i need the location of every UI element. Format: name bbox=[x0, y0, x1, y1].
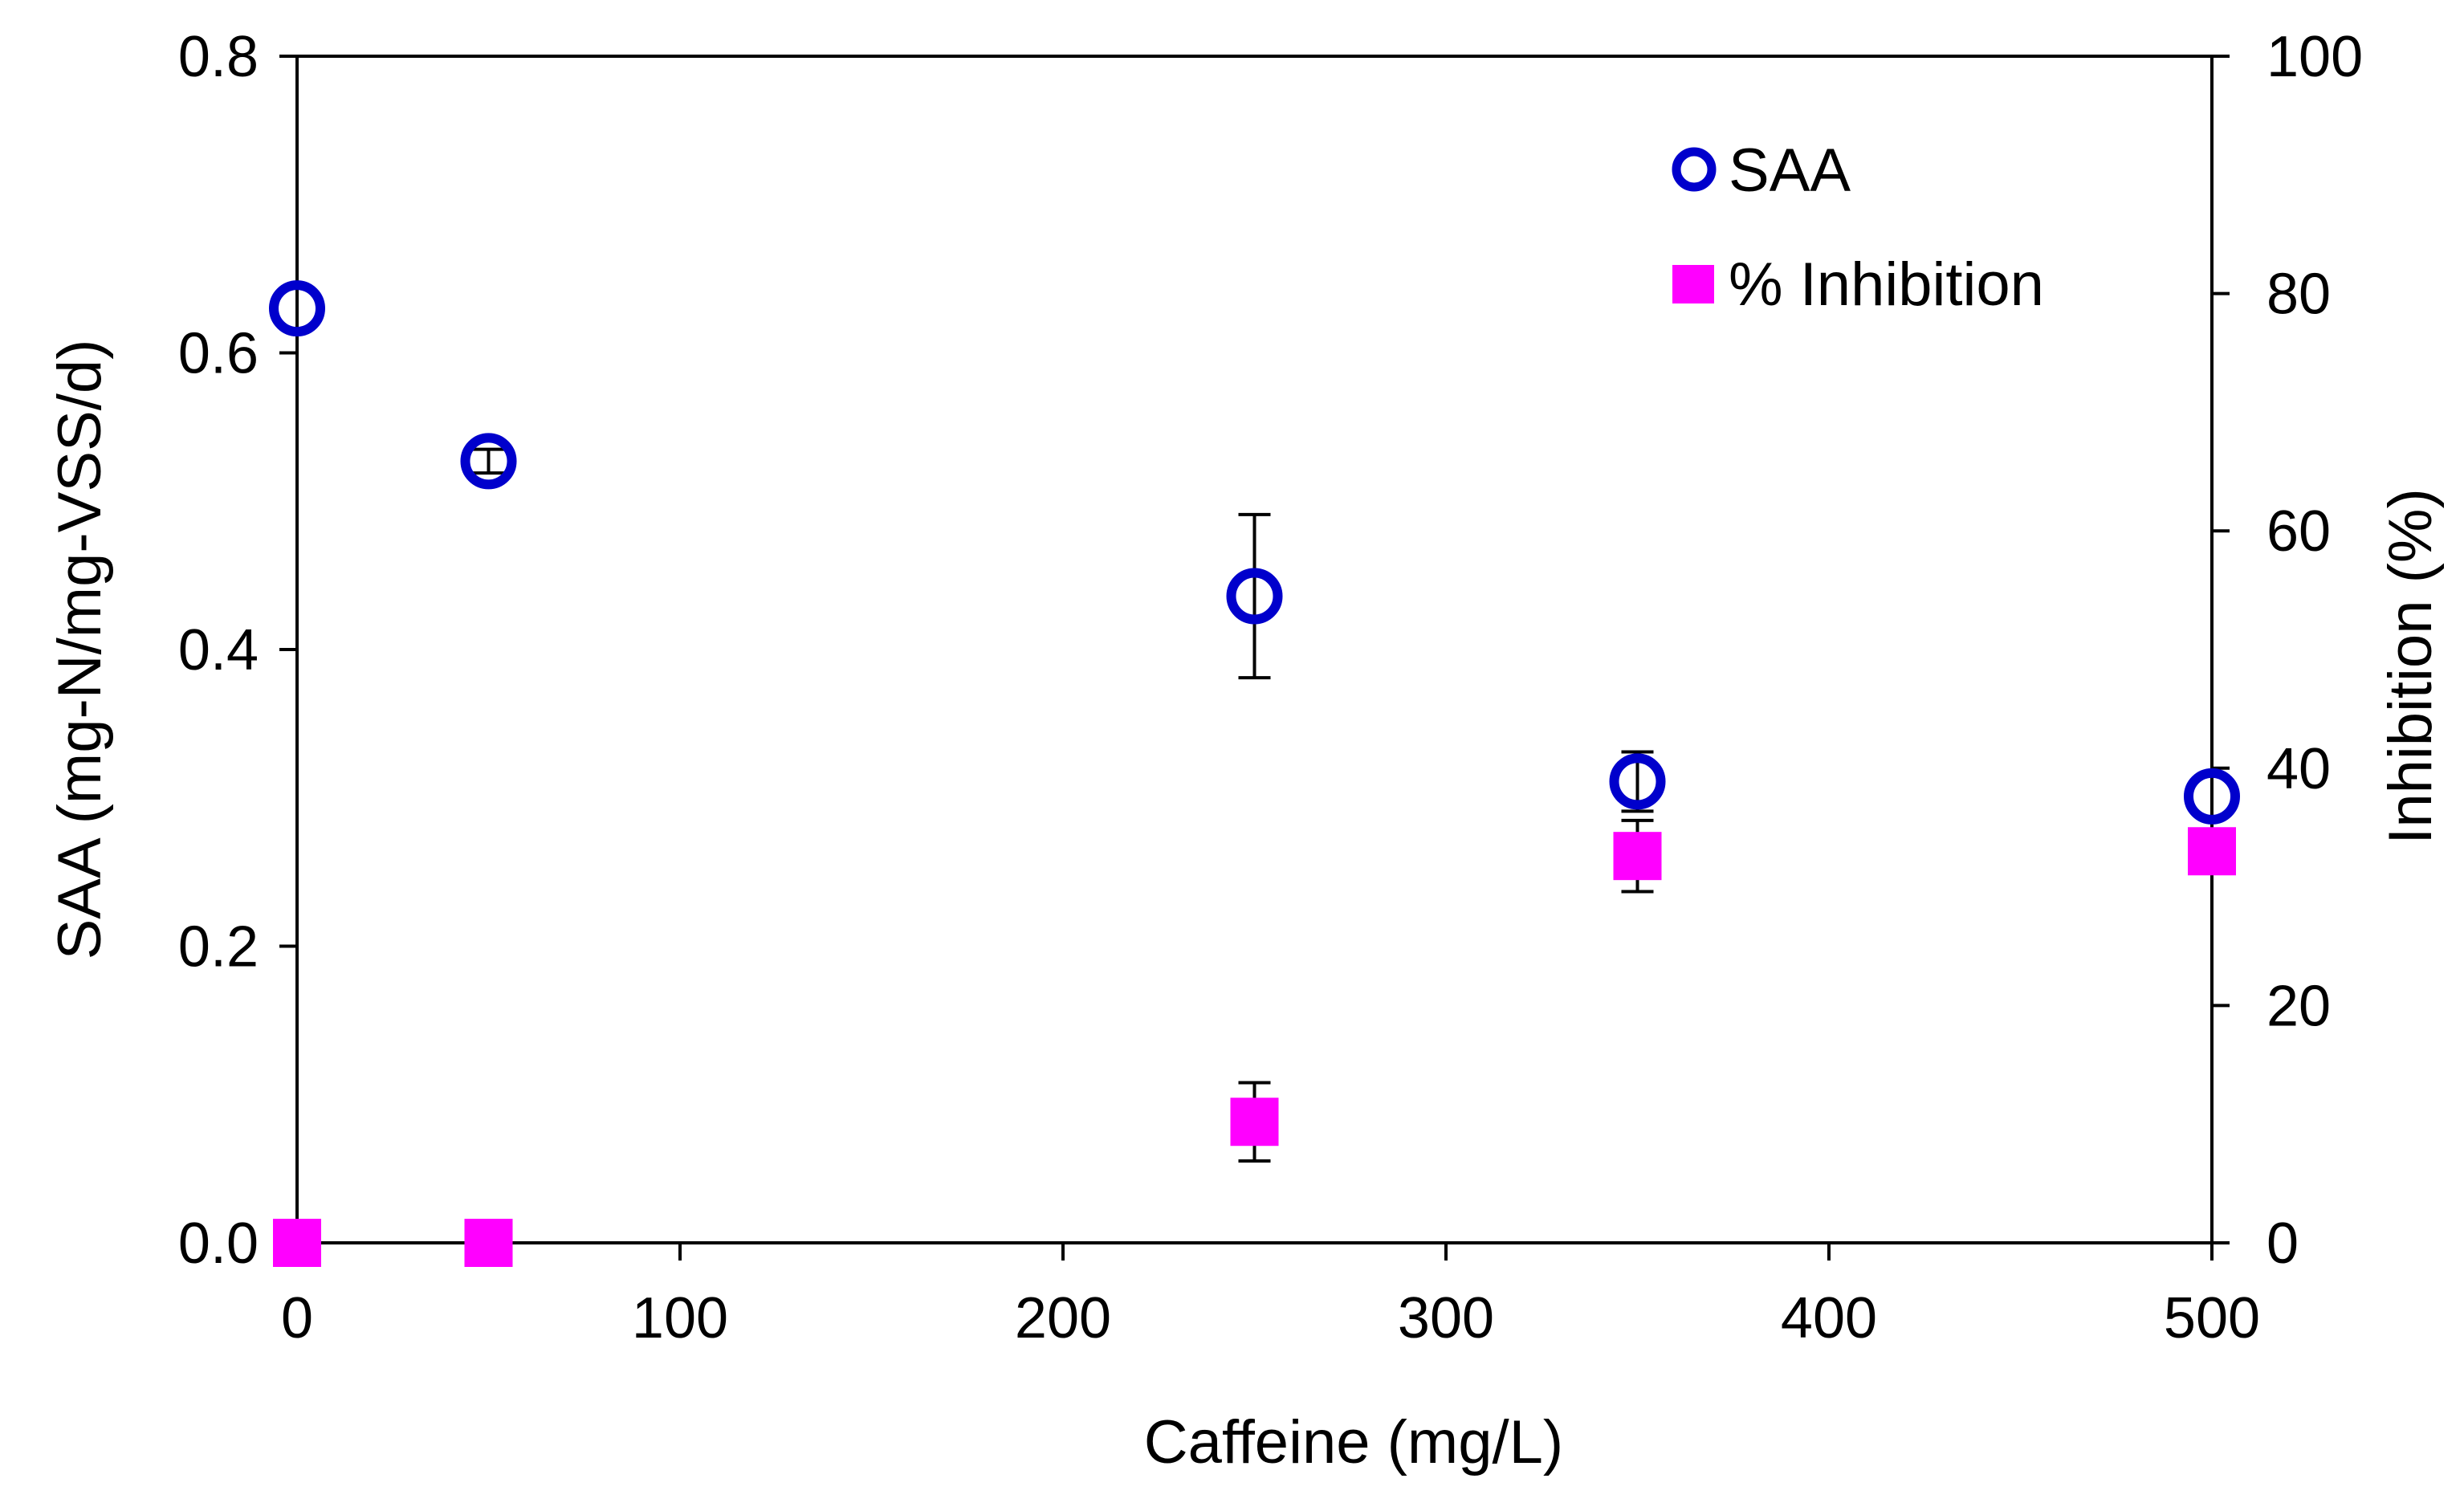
x-tick-label: 300 bbox=[1398, 1286, 1494, 1350]
error-bar-saa bbox=[472, 447, 505, 475]
data-point-saa bbox=[1609, 753, 1666, 810]
error-bar-saa bbox=[1238, 512, 1271, 680]
legend-label-saa: SAA bbox=[1729, 136, 1851, 205]
series-layer bbox=[269, 280, 2240, 1267]
y2-tick-label: 40 bbox=[2266, 737, 2331, 801]
x-tick-label: 0 bbox=[281, 1286, 313, 1350]
y2-tick-label: 0 bbox=[2266, 1212, 2299, 1276]
data-point-inhibition bbox=[1230, 1098, 1279, 1147]
data-point-inhibition bbox=[1613, 832, 1662, 881]
y2-axis-title: Inhibition (%) bbox=[2376, 488, 2445, 845]
y2-tick-label: 80 bbox=[2266, 263, 2331, 327]
data-point-saa bbox=[1226, 568, 1283, 625]
y2-tick-label: 20 bbox=[2266, 974, 2331, 1038]
x-tick-label: 200 bbox=[1015, 1286, 1111, 1350]
data-point-inhibition bbox=[273, 1219, 321, 1267]
data-point-saa bbox=[269, 280, 325, 337]
data-point-inhibition bbox=[2188, 827, 2236, 876]
x-axis-ticks: 0 100 200 300 400 500 bbox=[281, 1243, 2260, 1350]
x-tick-label: 500 bbox=[2164, 1286, 2260, 1350]
y-tick-label: 0.2 bbox=[178, 915, 259, 980]
y2-tick-label: 100 bbox=[2266, 25, 2363, 89]
y-tick-label: 0.6 bbox=[178, 322, 259, 386]
legend-label-inhibition: % Inhibition bbox=[1729, 250, 2044, 319]
x-tick-label: 400 bbox=[1781, 1286, 1877, 1350]
y-tick-label: 0.8 bbox=[178, 25, 259, 89]
x-axis-title: Caffeine (mg/L) bbox=[1144, 1408, 1563, 1476]
data-point-inhibition bbox=[464, 1219, 513, 1267]
legend-marker-inhibition bbox=[1672, 265, 1714, 303]
y-tick-label: 0.0 bbox=[178, 1212, 259, 1276]
y-axis-title: SAA (mg-N/mg-VSS/d) bbox=[46, 340, 114, 960]
series-inhibition bbox=[273, 818, 2236, 1267]
y-axis-ticks: 0.0 0.2 0.4 0.6 0.8 bbox=[178, 25, 297, 1276]
series-saa bbox=[269, 280, 2240, 825]
legend: SAA % Inhibition bbox=[1672, 136, 2044, 319]
y2-tick-label: 60 bbox=[2266, 499, 2331, 564]
y-tick-label: 0.4 bbox=[178, 618, 259, 682]
x-tick-label: 100 bbox=[632, 1286, 728, 1350]
legend-marker-saa bbox=[1672, 147, 1717, 192]
y2-axis-ticks: 0 20 40 60 80 100 bbox=[2212, 25, 2363, 1276]
data-point-saa bbox=[2184, 768, 2240, 825]
data-point-saa bbox=[460, 433, 517, 490]
